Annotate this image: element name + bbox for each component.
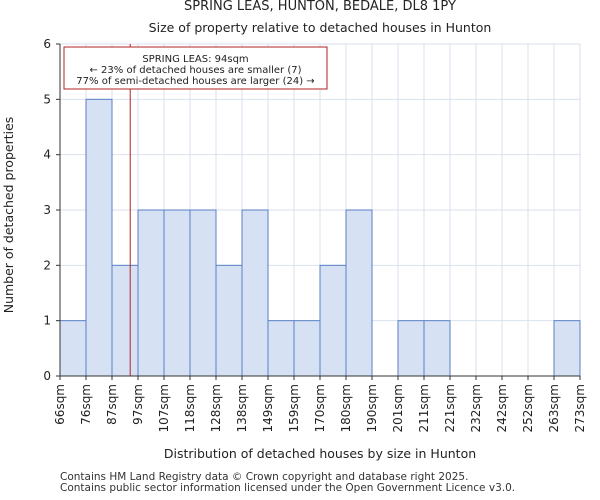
chart-title: SPRING LEAS, HUNTON, BEDALE, DL8 1PY xyxy=(184,0,456,14)
y-tick-label: 4 xyxy=(43,148,51,162)
bars-layer xyxy=(59,98,581,377)
footer-line-2: Contains public sector information licen… xyxy=(60,482,516,494)
histogram-bar xyxy=(293,320,321,377)
y-tick-label: 1 xyxy=(43,314,51,328)
histogram-bar xyxy=(163,209,191,377)
x-tick-label: 170sqm xyxy=(313,384,327,432)
histogram-bar xyxy=(345,209,373,377)
x-tick-label: 87sqm xyxy=(105,384,119,425)
histogram-bar xyxy=(189,209,217,377)
x-tick-label: 263sqm xyxy=(547,384,561,432)
annotation-line-2: ← 23% of detached houses are smaller (7) xyxy=(90,65,302,76)
y-axis-label: Number of detached properties xyxy=(1,117,16,314)
histogram-bar xyxy=(137,209,165,377)
histogram-bar xyxy=(267,320,295,377)
x-tick-label: 221sqm xyxy=(443,384,457,432)
histogram-bar xyxy=(319,264,347,377)
x-tick-label: 242sqm xyxy=(495,384,509,432)
x-tick-label: 97sqm xyxy=(131,384,145,425)
histogram-bar xyxy=(423,320,451,377)
x-tick-label: 180sqm xyxy=(339,384,353,432)
y-tick-label: 0 xyxy=(43,369,51,383)
histogram-bar xyxy=(85,98,113,377)
axes-layer: 0 1 2 3 4 5 6 66sqm 76sqm 87sqm 97sqm 107sqm 118sqm 1… xyxy=(43,37,587,432)
histogram-bar xyxy=(241,209,269,377)
x-tick-label: 273sqm xyxy=(573,384,587,432)
footer-line-1: Contains HM Land Registry data © Crown c… xyxy=(60,471,469,483)
x-tick-label: 107sqm xyxy=(157,384,171,432)
x-tick-label: 211sqm xyxy=(417,384,431,432)
x-tick-label: 232sqm xyxy=(469,384,483,432)
annotation-line-3: 77% of semi-detached houses are larger (… xyxy=(76,76,314,87)
x-tick-label: 138sqm xyxy=(235,384,249,432)
x-tick-label: 252sqm xyxy=(521,384,535,432)
annotation-line-1: SPRING LEAS: 94sqm xyxy=(142,54,248,65)
annotation-box: SPRING LEAS: 94sqm ← 23% of detached hou… xyxy=(63,46,328,90)
annotation-frame xyxy=(63,46,328,90)
x-tick-label: 66sqm xyxy=(53,384,67,425)
y-tick-label: 2 xyxy=(43,258,51,272)
y-tick-label: 5 xyxy=(43,92,51,106)
chart-subtitle: Size of property relative to detached ho… xyxy=(149,20,492,35)
histogram-bar xyxy=(397,320,425,377)
histogram-bar xyxy=(215,264,243,377)
x-tick-label: 149sqm xyxy=(261,384,275,432)
x-tick-label: 201sqm xyxy=(391,384,405,432)
x-tick-label: 159sqm xyxy=(287,384,301,432)
histogram-bar xyxy=(553,320,581,377)
x-axis-label: Distribution of detached houses by size … xyxy=(164,446,476,461)
x-tick-label: 190sqm xyxy=(365,384,379,432)
y-tick-label: 3 xyxy=(43,203,51,217)
x-tick-label: 118sqm xyxy=(183,384,197,432)
x-tick-label: 128sqm xyxy=(209,384,223,432)
histogram-bar xyxy=(59,320,87,377)
histogram-chart: SPRING LEAS, HUNTON, BEDALE, DL8 1PY Siz… xyxy=(1,0,587,461)
histogram-bar xyxy=(111,264,139,377)
y-tick-label: 6 xyxy=(43,37,51,51)
x-tick-label: 76sqm xyxy=(79,384,93,425)
